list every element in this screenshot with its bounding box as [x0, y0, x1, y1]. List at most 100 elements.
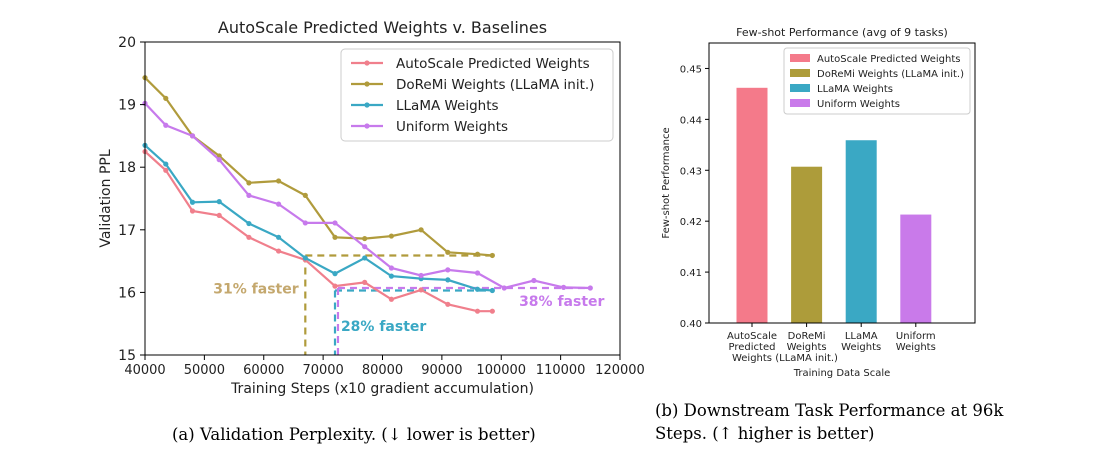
bar — [736, 87, 768, 323]
y-tick-label: 16 — [118, 285, 136, 301]
data-point — [388, 273, 395, 279]
x-tick-label: (LLaMA init.) — [775, 353, 838, 364]
data-point — [388, 296, 395, 302]
legend-swatch — [790, 99, 810, 107]
data-point — [275, 178, 282, 184]
bar — [845, 140, 877, 323]
caption-a: (a) Validation Perplexity. (↓ lower is b… — [172, 425, 536, 444]
data-point — [163, 95, 169, 101]
data-point — [362, 279, 368, 285]
x-axis-label: Training Steps (x10 gradient accumulatio… — [230, 381, 534, 397]
legend-swatch-marker — [364, 81, 370, 87]
data-point — [216, 157, 222, 163]
data-point — [275, 248, 282, 254]
x-tick-label: 110000 — [536, 363, 586, 378]
data-point — [489, 287, 495, 294]
data-point — [474, 251, 481, 257]
legend-box — [340, 48, 614, 142]
data-point — [474, 286, 481, 292]
data-point — [302, 255, 308, 261]
y-tick-label: 15 — [118, 348, 136, 364]
data-point — [388, 233, 395, 239]
legend-label: LLaMA Weights — [396, 98, 499, 114]
bar — [900, 214, 932, 323]
data-point — [418, 227, 424, 233]
y-tick-label: 17 — [118, 223, 136, 239]
plot-frame — [708, 42, 976, 324]
data-point — [388, 265, 395, 271]
data-point — [445, 277, 451, 283]
y-tick-label: 19 — [118, 98, 136, 114]
data-point — [246, 192, 252, 198]
data-point — [362, 255, 368, 261]
caption-b: (b) Downstream Task Performance at 96k S… — [655, 401, 1004, 443]
legend-swatch — [790, 69, 810, 77]
series-line — [144, 144, 493, 292]
data-point — [362, 244, 368, 250]
x-tick-label: Predicted — [729, 342, 776, 353]
legend-label: AutoScale Predicted Weights — [396, 56, 590, 72]
data-point — [332, 283, 338, 289]
legend-label: Uniform Weights — [817, 99, 900, 110]
data-point — [275, 201, 282, 207]
legend: AutoScale Predicted Weights DoReMi Weight… — [783, 47, 971, 115]
y-tick-label: 0.44 — [680, 115, 702, 126]
data-point — [216, 199, 222, 205]
data-point — [246, 220, 252, 227]
x-tick-label: 40000 — [124, 363, 165, 378]
chart-a-title: AutoScale Predicted Weights v. Baselines — [218, 18, 547, 37]
annotation-label: 31% faster — [213, 282, 298, 298]
x-tick-label: Uniform — [896, 331, 936, 342]
data-point — [445, 301, 451, 307]
y-tick-label: 18 — [118, 160, 136, 176]
data-point — [418, 272, 424, 279]
data-point — [474, 308, 481, 314]
data-point — [163, 161, 169, 167]
data-point — [246, 234, 252, 240]
bar — [791, 166, 823, 323]
data-point — [302, 192, 308, 198]
legend-label: DoReMi Weights (LLaMA init.) — [817, 69, 964, 80]
annotation-label: 38% faster — [519, 294, 604, 310]
x-tick-label: DoReMi — [788, 331, 826, 342]
data-point — [501, 285, 507, 291]
annotation-label: 28% faster — [341, 319, 426, 335]
y-tick-label: 0.45 — [680, 64, 702, 75]
data-point — [302, 220, 308, 226]
data-point — [189, 208, 196, 214]
x-tick-label: Weights — [787, 342, 827, 353]
y-tick-label: 0.41 — [680, 268, 702, 279]
data-point — [332, 271, 338, 277]
legend-box — [783, 47, 971, 115]
series-line — [144, 150, 493, 313]
y-tick-label: 0.42 — [680, 217, 702, 228]
validation-ppl-chart: AutoScale Predicted Weights v. Baselines… — [98, 18, 645, 397]
y-tick-label: 0.43 — [680, 166, 702, 177]
legend-swatch-marker — [364, 123, 370, 129]
data-point — [163, 122, 169, 128]
x-tick-label: AutoScale — [727, 331, 777, 342]
legend-swatch-marker — [364, 102, 370, 108]
legend-label: AutoScale Predicted Weights — [817, 54, 960, 65]
data-point — [163, 167, 169, 173]
y-tick-label: 0.40 — [680, 319, 702, 330]
x-tick-label: Weights — [841, 342, 881, 353]
data-point — [418, 287, 424, 293]
data-point — [445, 267, 451, 273]
y-axis-label: Few-shot Performance — [661, 127, 672, 238]
legend-label: DoReMi Weights (LLaMA init.) — [396, 77, 594, 93]
legend-swatch-marker — [364, 60, 370, 66]
x-tick-label: 90000 — [421, 363, 462, 378]
data-point — [332, 234, 338, 240]
x-tick-label: Weights — [732, 353, 772, 364]
data-point — [560, 284, 567, 290]
data-point — [489, 308, 495, 314]
x-tick-label: 60000 — [243, 363, 284, 378]
data-point — [587, 285, 593, 291]
data-point — [474, 270, 481, 276]
data-point — [246, 180, 252, 186]
legend-label: LLaMA Weights — [817, 84, 893, 95]
legend-swatch — [790, 84, 810, 92]
x-tick-label: 70000 — [302, 363, 343, 378]
